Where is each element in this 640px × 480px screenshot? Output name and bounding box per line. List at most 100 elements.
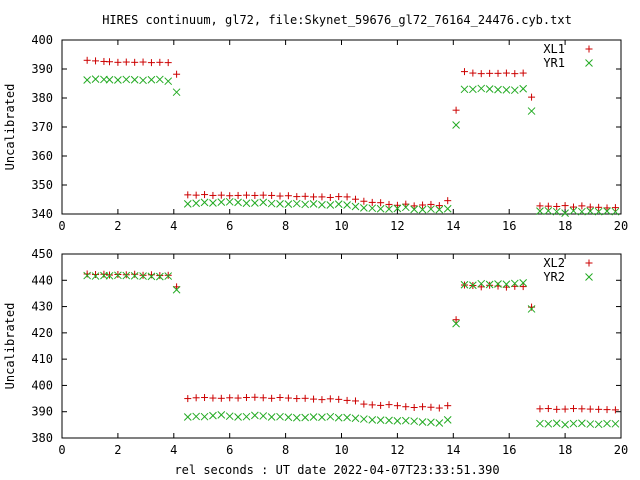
data-point: [460, 68, 468, 76]
data-point: [519, 84, 528, 93]
data-point: [100, 270, 108, 278]
data-point: [259, 412, 268, 420]
data-point: [201, 191, 209, 199]
plot-frame: [61, 253, 622, 439]
x-tick-label: 14: [446, 219, 460, 233]
data-point: [335, 395, 343, 403]
data-point: [443, 416, 452, 424]
data-point: [544, 206, 553, 215]
data-point: [156, 58, 164, 66]
x-tick-label: 8: [282, 219, 289, 233]
data-point: [586, 203, 594, 211]
data-point: [318, 396, 326, 404]
data-point: [209, 199, 217, 207]
data-point: [385, 416, 393, 425]
top-plot-panel: 0 2 4 6 8 10 12 14 16 18 20 340 350 360 370 380 390 400 Un…: [3, 33, 628, 233]
data-point: [284, 394, 292, 402]
data-point: [527, 305, 536, 313]
plot-frame: [61, 39, 622, 215]
data-point: [343, 201, 351, 209]
x-tick-label: 4: [170, 219, 177, 233]
x-tick-label: 18: [558, 443, 572, 457]
data-point: [385, 200, 393, 208]
y-tick-label: 390: [31, 62, 53, 76]
x-tick-label: 8: [282, 443, 289, 457]
data-point: [139, 58, 147, 66]
data-point: [419, 201, 427, 209]
y-tick-label: 380: [31, 91, 53, 105]
y-tick-label: 380: [31, 431, 53, 445]
data-point: [410, 417, 419, 426]
data-point: [276, 412, 284, 421]
data-point: [83, 56, 91, 64]
data-point: [368, 416, 377, 424]
data-point: [410, 404, 418, 412]
data-point: [444, 402, 452, 410]
x-tick-label: 12: [390, 443, 404, 457]
data-point: [192, 394, 200, 402]
data-point: [114, 271, 122, 280]
data-point: [139, 271, 147, 279]
data-point: [209, 394, 217, 402]
data-point: [435, 419, 444, 427]
data-point: [276, 394, 284, 402]
data-point: [91, 75, 100, 84]
data-point: [410, 202, 418, 210]
data-point: [561, 405, 569, 413]
data-point: [164, 59, 172, 67]
data-point: [268, 394, 276, 402]
data-point: [284, 200, 293, 208]
x-tick-label: 16: [502, 219, 516, 233]
data-point: [172, 88, 181, 97]
x-tick-label: 12: [390, 219, 404, 233]
data-point: [343, 396, 351, 404]
legend-marker: [585, 45, 593, 53]
data-point: [460, 85, 469, 94]
data-point: [544, 419, 553, 428]
data-point: [259, 198, 268, 207]
y-tick-label: 440: [31, 273, 53, 287]
data-point: [569, 203, 577, 211]
x-tick-label: 14: [446, 443, 460, 457]
data-point: [435, 205, 444, 214]
data-point: [603, 419, 611, 428]
data-point: [519, 279, 528, 287]
data-point: [536, 419, 544, 428]
data-point: [192, 191, 200, 199]
data-point: [502, 280, 511, 289]
data-point: [477, 84, 486, 93]
data-point: [242, 412, 251, 421]
data-point: [318, 413, 326, 422]
legend-label: XL2: [543, 256, 565, 270]
data-point: [544, 202, 552, 210]
data-point: [114, 271, 122, 279]
data-point: [293, 395, 301, 403]
data-point: [544, 405, 552, 413]
x-tick-label: 6: [226, 219, 233, 233]
data-point: [225, 197, 234, 206]
data-point: [410, 205, 419, 214]
data-point: [92, 57, 100, 65]
data-point: [184, 191, 192, 199]
data-point: [200, 198, 209, 207]
data-point: [343, 193, 351, 201]
y-tick-label: 400: [31, 378, 53, 392]
data-point: [155, 75, 164, 84]
data-point: [401, 203, 410, 212]
data-point: [147, 59, 155, 67]
data-point: [267, 199, 276, 208]
data-point: [131, 58, 139, 66]
data-point: [452, 319, 460, 328]
x-tick-label: 10: [334, 219, 348, 233]
data-point: [578, 207, 586, 216]
x-tick-label: 10: [334, 443, 348, 457]
data-point: [603, 406, 611, 414]
data-point: [106, 58, 114, 66]
data-point: [578, 202, 586, 210]
data-point: [443, 204, 452, 213]
data-point: [393, 417, 402, 425]
y-tick-label: 410: [31, 352, 53, 366]
data-point: [343, 413, 351, 422]
y-axis-label: Uncalibrated: [3, 303, 17, 390]
x-tick-label: 16: [502, 443, 516, 457]
